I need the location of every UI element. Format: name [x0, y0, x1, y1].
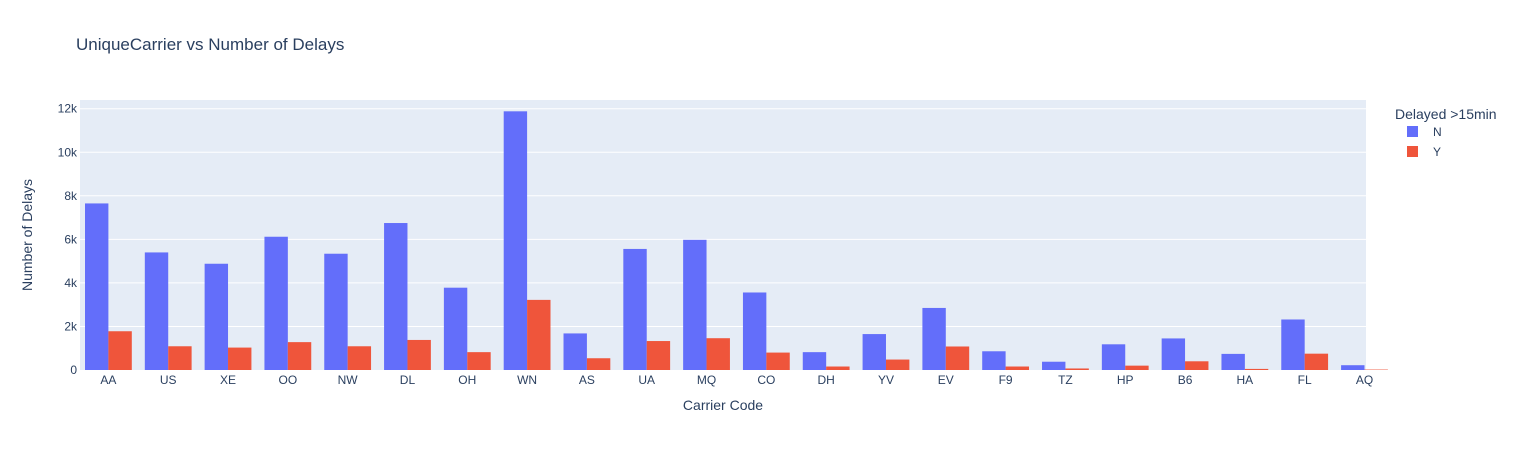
bar-mq-n[interactable] — [683, 240, 706, 370]
chart-title: UniqueCarrier vs Number of Delays — [76, 35, 344, 54]
x-tick-label: OO — [279, 373, 298, 387]
bar-oh-y[interactable] — [467, 352, 490, 370]
bar-f9-y[interactable] — [1006, 367, 1029, 370]
bar-hp-n[interactable] — [1102, 344, 1125, 370]
x-tick-label: XE — [220, 373, 236, 387]
legend-item-y[interactable]: Y — [1407, 145, 1441, 159]
bar-wn-n[interactable] — [504, 111, 527, 370]
bar-dh-n[interactable] — [803, 352, 826, 370]
bar-as-y[interactable] — [587, 358, 610, 370]
x-tick-label: AA — [100, 373, 116, 387]
bar-as-n[interactable] — [564, 333, 587, 370]
bar-mq-y[interactable] — [707, 338, 730, 370]
bar-yv-n[interactable] — [863, 334, 886, 370]
x-tick-label: B6 — [1178, 373, 1193, 387]
y-tick-label: 2k — [64, 319, 78, 333]
bar-dl-y[interactable] — [407, 340, 430, 370]
x-tick-label: UA — [638, 373, 655, 387]
x-tick-label: EV — [938, 373, 954, 387]
bar-dl-n[interactable] — [384, 223, 407, 370]
bar-co-n[interactable] — [743, 292, 766, 370]
y-tick-label: 10k — [58, 145, 78, 159]
x-tick-label: HA — [1237, 373, 1254, 387]
bar-f9-n[interactable] — [982, 351, 1005, 370]
y-tick-label: 8k — [64, 189, 78, 203]
bar-oo-n[interactable] — [264, 237, 287, 370]
x-axis-ticks: AA US XE OO NW DL OH WN AS UA MQ CO DH YV EV F9 TZ HP B6 HA… — [100, 373, 1373, 387]
bar-co-y[interactable] — [766, 353, 789, 370]
bar-wn-y[interactable] — [527, 300, 550, 370]
x-tick-label: FL — [1298, 373, 1312, 387]
x-tick-label: AS — [579, 373, 595, 387]
y-tick-label: 4k — [64, 276, 78, 290]
bar-nw-n[interactable] — [324, 254, 347, 370]
x-tick-label: TZ — [1058, 373, 1073, 387]
x-tick-label: MQ — [697, 373, 716, 387]
bar-us-y[interactable] — [168, 346, 191, 370]
bar-tz-y[interactable] — [1065, 368, 1088, 370]
bar-ev-n[interactable] — [922, 308, 945, 370]
bar-ua-n[interactable] — [623, 249, 646, 370]
x-tick-label: YV — [878, 373, 894, 387]
x-tick-label: DH — [817, 373, 834, 387]
bar-fl-n[interactable] — [1281, 319, 1304, 370]
y-axis-ticks: 0 2k 4k 6k 8k 10k 12k — [58, 102, 78, 377]
x-tick-label: WN — [517, 373, 537, 387]
y-axis-label: Number of Delays — [19, 179, 35, 291]
bar-us-n[interactable] — [145, 252, 168, 370]
bar-aa-n[interactable] — [85, 203, 108, 370]
legend-swatch-y — [1407, 146, 1418, 157]
bar-oh-n[interactable] — [444, 288, 467, 370]
bar-xe-y[interactable] — [228, 348, 251, 370]
y-tick-label: 6k — [64, 232, 78, 246]
bar-yv-y[interactable] — [886, 360, 909, 370]
bar-fl-y[interactable] — [1305, 354, 1328, 370]
x-tick-label: AQ — [1356, 373, 1373, 387]
bar-ha-n[interactable] — [1221, 354, 1244, 370]
x-tick-label: CO — [757, 373, 775, 387]
x-tick-label: DL — [400, 373, 416, 387]
bar-b6-y[interactable] — [1185, 361, 1208, 370]
y-tick-label: 0 — [70, 363, 77, 377]
bar-ua-y[interactable] — [647, 341, 670, 370]
x-tick-label: US — [160, 373, 177, 387]
legend-label-n: N — [1433, 125, 1442, 139]
bar-xe-n[interactable] — [205, 264, 228, 370]
bar-aq-n[interactable] — [1341, 365, 1364, 370]
bar-b6-n[interactable] — [1162, 338, 1185, 370]
bar-tz-n[interactable] — [1042, 362, 1065, 370]
legend-label-y: Y — [1433, 145, 1441, 159]
legend-title: Delayed >15min — [1395, 106, 1497, 122]
bar-aa-y[interactable] — [108, 331, 131, 370]
x-tick-label: NW — [338, 373, 359, 387]
bar-oo-y[interactable] — [288, 342, 311, 370]
legend-item-n[interactable]: N — [1407, 125, 1442, 139]
x-tick-label: OH — [458, 373, 476, 387]
bar-hp-y[interactable] — [1125, 366, 1148, 370]
legend-swatch-n — [1407, 126, 1418, 137]
bar-ha-y[interactable] — [1245, 369, 1268, 370]
y-tick-label: 12k — [58, 102, 78, 116]
legend: Delayed >15min N Y — [1395, 106, 1497, 159]
bar-dh-y[interactable] — [826, 367, 849, 370]
x-tick-label: F9 — [999, 373, 1013, 387]
bar-nw-y[interactable] — [348, 346, 371, 370]
bar-ev-y[interactable] — [946, 346, 969, 370]
x-axis-label: Carrier Code — [683, 397, 763, 413]
x-tick-label: HP — [1117, 373, 1134, 387]
